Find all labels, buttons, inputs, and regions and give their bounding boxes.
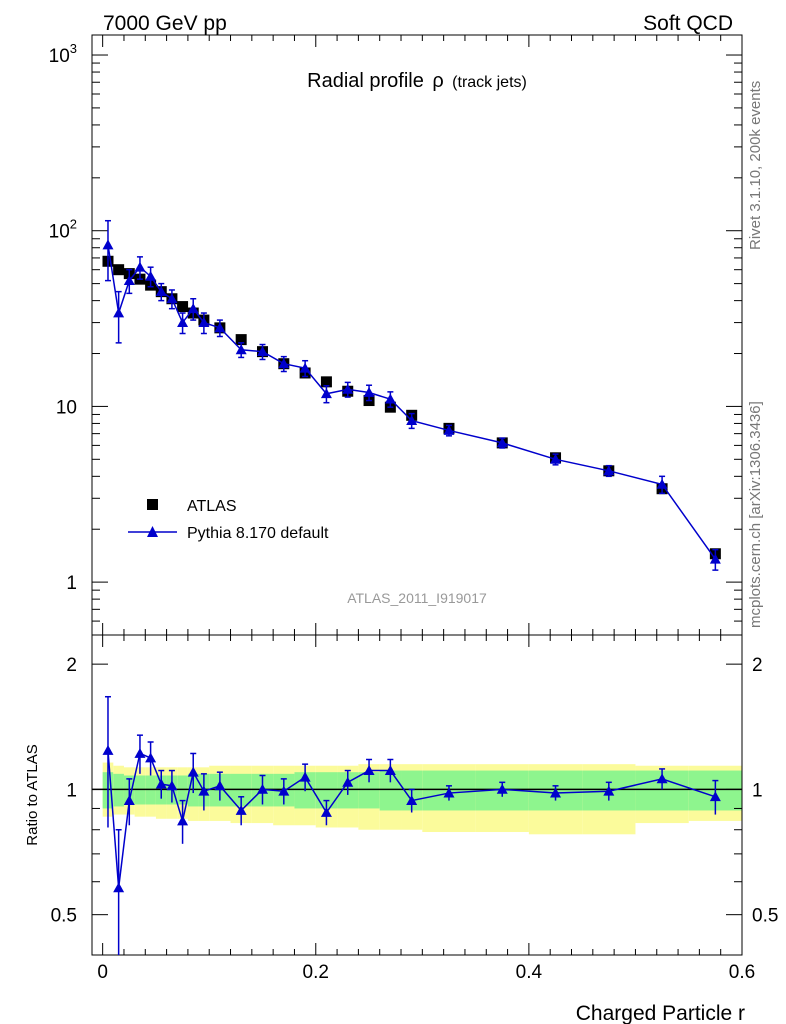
legend: ATLAS Pythia 8.170 default: [128, 498, 329, 542]
ratio-pythia-data-point: [166, 780, 178, 791]
pythia-data-point: [320, 388, 332, 399]
pythia-data-point: [363, 387, 375, 397]
mcplots-reference-label: mcplots.cern.ch [arXiv:1306.3436]: [747, 401, 764, 628]
pythia-data-point: [406, 415, 418, 426]
ratio-pythia-data-point: [134, 747, 146, 758]
chart-title: Radial profile ρ (track jets): [307, 70, 527, 92]
legend-marker-pythia: [147, 526, 158, 537]
rivet-version-label: Rivet 3.1.10, 200k events: [747, 81, 764, 250]
main-panel: 1 10 102 103: [49, 34, 743, 636]
ratio-pythia-data-point: [155, 778, 167, 789]
x-axis-label: Charged Particle r: [576, 1002, 745, 1024]
main-plot-frame: [91, 34, 743, 636]
legend-marker-atlas: [147, 499, 158, 510]
pythia-data-point: [145, 270, 157, 281]
pythia-data-point: [177, 317, 189, 327]
chart-title-symbol: ρ: [432, 70, 443, 92]
x-tick-label: 0: [97, 962, 108, 983]
ratio-y-tick-label-right: 2: [752, 655, 763, 676]
ratio-pythia-data-point: [384, 765, 396, 775]
legend-label-pythia: Pythia 8.170 default: [187, 525, 329, 542]
chart-title-sub: (track jets): [452, 74, 527, 91]
pythia-data-point: [496, 437, 508, 448]
ratio-pythia-data-point: [235, 804, 247, 815]
legend-label-atlas: ATLAS: [187, 498, 237, 515]
ratio-inner-band: [315, 772, 338, 809]
ratio-pythia-data-point: [320, 807, 332, 817]
atlas-data-point: [235, 334, 247, 346]
pythia-data-point: [299, 362, 311, 373]
ratio-inner-band: [358, 772, 380, 809]
atlas-data-point: [320, 376, 332, 388]
ratio-pythia-data-point: [342, 776, 354, 787]
ratio-pythia-data-point: [278, 785, 290, 796]
ratio-pythia-data-point: [102, 745, 114, 755]
pythia-data-point: [256, 346, 268, 357]
pythia-data-point: [342, 383, 354, 394]
main-y-tick-label: 103: [49, 41, 77, 67]
ratio-pythia-data-point: [443, 787, 455, 798]
ratio-pythia-data-point: [603, 785, 615, 796]
ratio-pythia-data-point: [656, 773, 668, 784]
pythia-data-point: [102, 239, 114, 250]
pythia-data-point: [134, 261, 146, 272]
pythia-data-point: [166, 293, 178, 304]
main-y-tick-label: 102: [49, 217, 77, 243]
pythia-data-point: [113, 307, 125, 318]
ratio-pythia-data-point: [299, 771, 311, 782]
ratio-pythia-data-point: [496, 783, 508, 794]
ratio-pythia-data-point: [145, 752, 157, 763]
ratio-pythia-data-point: [256, 783, 268, 794]
ratio-y-tick-label-right: 1: [752, 780, 763, 801]
ratio-pythia-data-point: [214, 780, 226, 791]
pythia-data-point: [214, 322, 226, 333]
ratio-y-tick-label: 2: [66, 655, 77, 676]
main-y-tick-label: 10: [56, 397, 77, 418]
ratio-pythia-data-point: [177, 815, 189, 826]
pythia-data-point: [155, 286, 167, 297]
atlas-data-point: [177, 301, 189, 313]
pythia-data-point: [603, 465, 615, 476]
pythia-data-point: [198, 317, 210, 327]
ratio-y-tick-label: 0.5: [51, 906, 77, 927]
ratio-pythia-data-point: [198, 785, 210, 796]
atlas-data-point: [113, 264, 125, 276]
ratio-inner-band: [379, 770, 402, 811]
main-y-tick-label: 1: [66, 573, 77, 594]
ratio-y-tick-label-right: 0.5: [752, 906, 778, 927]
ratio-y-tick-label: 1: [66, 780, 77, 801]
x-tick-label: 0.4: [516, 962, 543, 983]
pythia-data-point: [278, 358, 290, 369]
analysis-tag: ATLAS_2011_I919017: [347, 590, 487, 606]
header-energy-label: 7000 GeV pp: [103, 12, 227, 35]
ratio-y-axis-label: Ratio to ATLAS: [24, 744, 41, 845]
header-process-label: Soft QCD: [643, 12, 733, 35]
ratio-pythia-data-point: [363, 765, 375, 775]
pythia-data-point: [187, 303, 199, 314]
pythia-data-point: [235, 344, 247, 355]
pythia-data-point: [384, 393, 396, 404]
pythia-data-point: [123, 275, 135, 286]
pythia-data-point: [550, 453, 562, 464]
ratio-pythia-data-point: [709, 791, 721, 802]
x-tick-label: 0.2: [303, 962, 329, 983]
pythia-data-point: [709, 553, 721, 564]
ratio-pythia-data-point: [550, 787, 562, 798]
ratio-pythia-data-point: [406, 795, 418, 805]
pythia-data-point: [443, 424, 455, 435]
x-tick-label: 0.6: [729, 962, 755, 983]
ratio-panel: 0 0.2 0.4 0.6 0.5 0.5 1 1 2 2: [51, 634, 778, 983]
ratio-pythia-data-point: [123, 795, 135, 805]
ratio-pythia-data-point: [113, 882, 125, 893]
ratio-pythia-data-point: [187, 766, 199, 777]
pythia-data-point: [656, 478, 668, 489]
chart-title-main: Radial profile: [307, 70, 424, 92]
ratio-plot-frame: [91, 634, 743, 956]
